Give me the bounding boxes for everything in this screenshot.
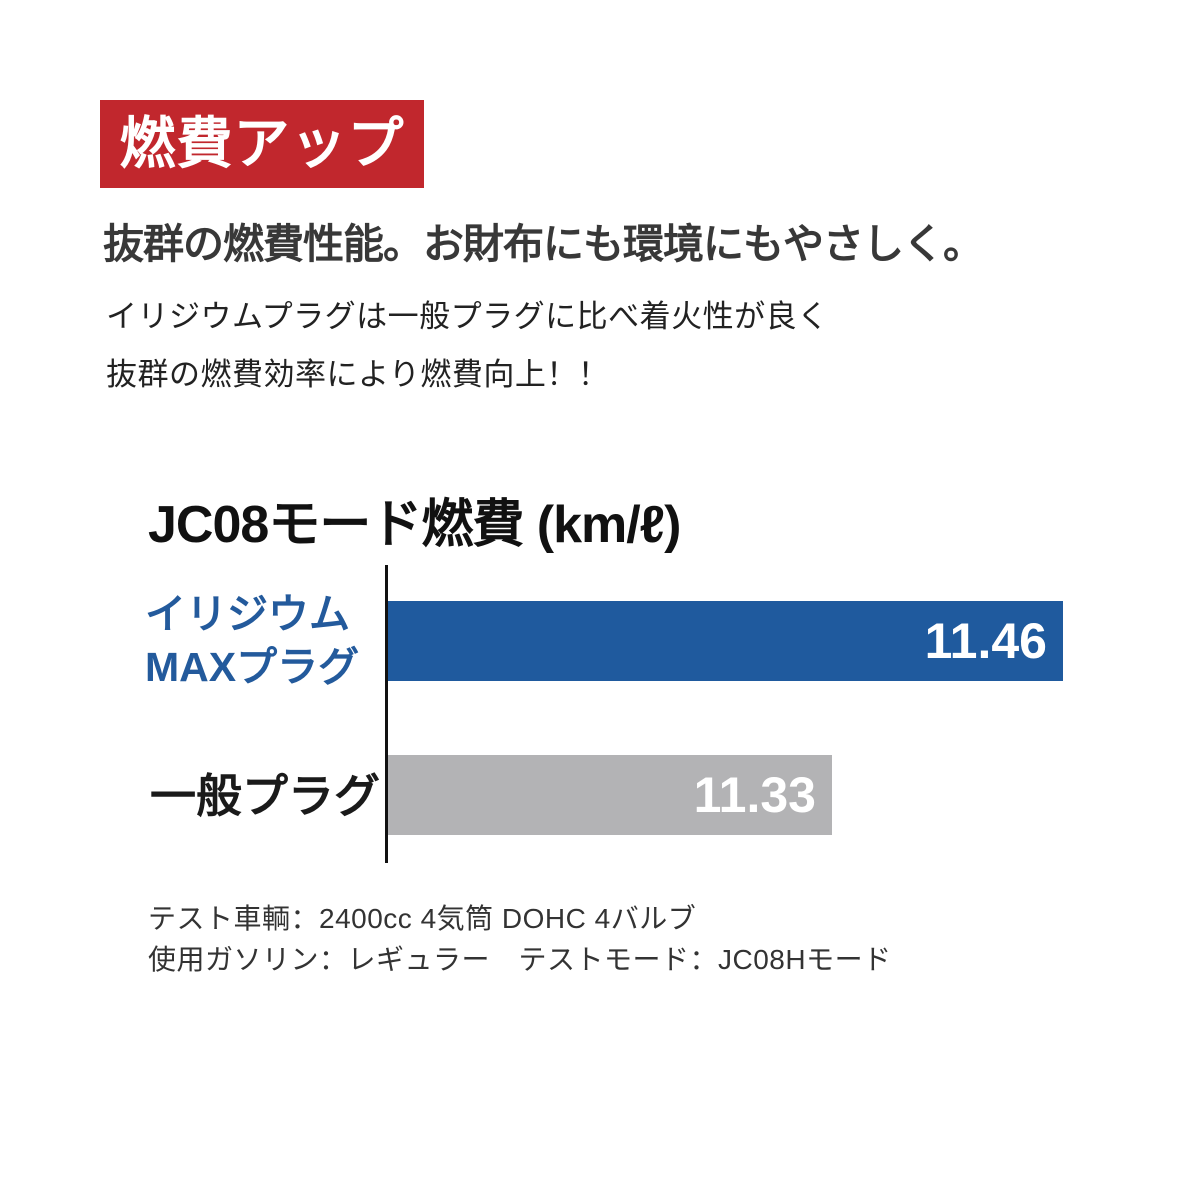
bar-label-standard-plug: 一般プラグ	[150, 772, 380, 820]
fuel-up-banner: 燃費アップ	[100, 100, 424, 188]
headline: 抜群の燃費性能。お財布にも環境にもやさしく。	[103, 221, 984, 267]
test-vehicle-note: テスト車輌：2400cc 4気筒 DOHC 4バルブ	[148, 903, 697, 934]
chart-axis-line	[385, 565, 388, 863]
banner-label: 燃費アップ	[119, 112, 405, 175]
bar-standard-plug: 11.33	[388, 755, 832, 835]
bar-label-line: 一般プラグ	[150, 770, 380, 822]
bar-label-iridium-max-plug: イリジウム MAXプラグ	[145, 588, 359, 694]
test-conditions-note: 使用ガソリン：レギュラー テストモード：JC08Hモード	[148, 944, 892, 975]
bar-label-line: イリジウム	[145, 591, 350, 637]
description-line-1: イリジウムプラグは一般プラグに比べ着火性が良く	[106, 299, 829, 334]
bar-value-label: 11.33	[693, 767, 816, 823]
description-line-2: 抜群の燃費効率により燃費向上！！	[106, 357, 610, 392]
bar-label-line: MAXプラグ	[145, 644, 360, 690]
chart-title: JC08モード燃費 (km/ℓ)	[148, 496, 681, 554]
bar-value-label: 11.46	[924, 613, 1047, 669]
bar-iridium-max-plug: 11.46	[388, 601, 1063, 681]
